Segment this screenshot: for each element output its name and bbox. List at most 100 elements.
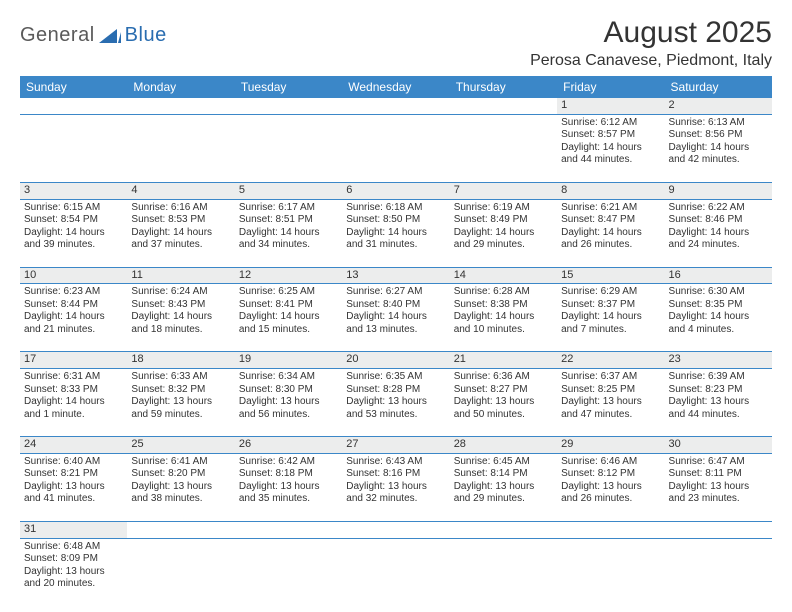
daylight-text: Daylight: 13 hours and 41 minutes.	[24, 481, 123, 506]
sunset-text: Sunset: 8:41 PM	[239, 299, 338, 312]
daylight-text: Daylight: 14 hours and 44 minutes.	[561, 142, 660, 167]
sunrise-text: Sunrise: 6:15 AM	[24, 202, 123, 215]
day-number-cell: 9	[665, 182, 772, 199]
sunset-text: Sunset: 8:33 PM	[24, 384, 123, 397]
weekday-header: Thursday	[450, 76, 557, 98]
day-detail-cell	[342, 114, 449, 182]
sunrise-text: Sunrise: 6:33 AM	[131, 371, 230, 384]
day-number-cell: 3	[20, 182, 127, 199]
sunrise-text: Sunrise: 6:17 AM	[239, 202, 338, 215]
logo-sail-icon	[99, 29, 121, 43]
sunrise-text: Sunrise: 6:43 AM	[346, 456, 445, 469]
sunset-text: Sunset: 8:21 PM	[24, 468, 123, 481]
day-number-cell	[557, 521, 664, 538]
daylight-text: Daylight: 14 hours and 34 minutes.	[239, 227, 338, 252]
day-number-cell: 25	[127, 437, 234, 454]
sunset-text: Sunset: 8:11 PM	[669, 468, 768, 481]
sunrise-text: Sunrise: 6:12 AM	[561, 117, 660, 130]
sunset-text: Sunset: 8:30 PM	[239, 384, 338, 397]
day-number-cell: 24	[20, 437, 127, 454]
sunset-text: Sunset: 8:32 PM	[131, 384, 230, 397]
daylight-text: Daylight: 14 hours and 21 minutes.	[24, 311, 123, 336]
day-detail-cell: Sunrise: 6:24 AMSunset: 8:43 PMDaylight:…	[127, 284, 234, 352]
day-detail-cell: Sunrise: 6:27 AMSunset: 8:40 PMDaylight:…	[342, 284, 449, 352]
daylight-text: Daylight: 13 hours and 44 minutes.	[669, 396, 768, 421]
day-detail-cell: Sunrise: 6:41 AMSunset: 8:20 PMDaylight:…	[127, 453, 234, 521]
day-detail-cell: Sunrise: 6:37 AMSunset: 8:25 PMDaylight:…	[557, 369, 664, 437]
sunset-text: Sunset: 8:09 PM	[24, 553, 123, 566]
sunrise-text: Sunrise: 6:28 AM	[454, 286, 553, 299]
sunset-text: Sunset: 8:16 PM	[346, 468, 445, 481]
day-detail-cell	[557, 538, 664, 606]
sunset-text: Sunset: 8:25 PM	[561, 384, 660, 397]
day-detail-cell: Sunrise: 6:48 AMSunset: 8:09 PMDaylight:…	[20, 538, 127, 606]
sunset-text: Sunset: 8:27 PM	[454, 384, 553, 397]
location-subtitle: Perosa Canavese, Piedmont, Italy	[530, 52, 772, 70]
sunrise-text: Sunrise: 6:41 AM	[131, 456, 230, 469]
daynum-row: 10111213141516	[20, 267, 772, 284]
sunset-text: Sunset: 8:37 PM	[561, 299, 660, 312]
page-header: General Blue August 2025 Perosa Canavese…	[20, 16, 772, 70]
day-number-cell	[450, 98, 557, 114]
daylight-text: Daylight: 14 hours and 7 minutes.	[561, 311, 660, 336]
day-number-cell	[20, 98, 127, 114]
day-number-cell	[127, 98, 234, 114]
daylight-text: Daylight: 14 hours and 18 minutes.	[131, 311, 230, 336]
daynum-row: 24252627282930	[20, 437, 772, 454]
sunset-text: Sunset: 8:56 PM	[669, 129, 768, 142]
weekday-header: Tuesday	[235, 76, 342, 98]
day-number-cell: 6	[342, 182, 449, 199]
day-detail-cell: Sunrise: 6:19 AMSunset: 8:49 PMDaylight:…	[450, 199, 557, 267]
day-number-cell: 16	[665, 267, 772, 284]
daynum-row: 12	[20, 98, 772, 114]
sunrise-text: Sunrise: 6:30 AM	[669, 286, 768, 299]
day-detail-cell: Sunrise: 6:31 AMSunset: 8:33 PMDaylight:…	[20, 369, 127, 437]
weekday-header: Wednesday	[342, 76, 449, 98]
daylight-text: Daylight: 13 hours and 35 minutes.	[239, 481, 338, 506]
day-number-cell: 12	[235, 267, 342, 284]
day-number-cell: 17	[20, 352, 127, 369]
sunset-text: Sunset: 8:46 PM	[669, 214, 768, 227]
daylight-text: Daylight: 13 hours and 53 minutes.	[346, 396, 445, 421]
sunset-text: Sunset: 8:40 PM	[346, 299, 445, 312]
day-detail-cell	[665, 538, 772, 606]
detail-row: Sunrise: 6:15 AMSunset: 8:54 PMDaylight:…	[20, 199, 772, 267]
weekday-header: Monday	[127, 76, 234, 98]
sunrise-text: Sunrise: 6:42 AM	[239, 456, 338, 469]
day-detail-cell: Sunrise: 6:34 AMSunset: 8:30 PMDaylight:…	[235, 369, 342, 437]
day-number-cell: 21	[450, 352, 557, 369]
calendar-body: 12Sunrise: 6:12 AMSunset: 8:57 PMDayligh…	[20, 98, 772, 606]
sunset-text: Sunset: 8:50 PM	[346, 214, 445, 227]
day-number-cell: 30	[665, 437, 772, 454]
sunrise-text: Sunrise: 6:22 AM	[669, 202, 768, 215]
daylight-text: Daylight: 13 hours and 29 minutes.	[454, 481, 553, 506]
sunrise-text: Sunrise: 6:19 AM	[454, 202, 553, 215]
day-number-cell	[342, 98, 449, 114]
day-detail-cell: Sunrise: 6:30 AMSunset: 8:35 PMDaylight:…	[665, 284, 772, 352]
day-number-cell: 1	[557, 98, 664, 114]
daylight-text: Daylight: 14 hours and 13 minutes.	[346, 311, 445, 336]
day-detail-cell	[450, 114, 557, 182]
month-title: August 2025	[530, 16, 772, 50]
day-number-cell: 31	[20, 521, 127, 538]
daylight-text: Daylight: 13 hours and 47 minutes.	[561, 396, 660, 421]
detail-row: Sunrise: 6:31 AMSunset: 8:33 PMDaylight:…	[20, 369, 772, 437]
daylight-text: Daylight: 13 hours and 26 minutes.	[561, 481, 660, 506]
weekday-header: Saturday	[665, 76, 772, 98]
day-detail-cell	[20, 114, 127, 182]
sunset-text: Sunset: 8:23 PM	[669, 384, 768, 397]
day-number-cell: 2	[665, 98, 772, 114]
sunrise-text: Sunrise: 6:13 AM	[669, 117, 768, 130]
sunrise-text: Sunrise: 6:46 AM	[561, 456, 660, 469]
sunset-text: Sunset: 8:28 PM	[346, 384, 445, 397]
daylight-text: Daylight: 13 hours and 32 minutes.	[346, 481, 445, 506]
day-detail-cell: Sunrise: 6:25 AMSunset: 8:41 PMDaylight:…	[235, 284, 342, 352]
day-detail-cell: Sunrise: 6:23 AMSunset: 8:44 PMDaylight:…	[20, 284, 127, 352]
day-number-cell	[235, 521, 342, 538]
sunrise-text: Sunrise: 6:23 AM	[24, 286, 123, 299]
day-detail-cell: Sunrise: 6:33 AMSunset: 8:32 PMDaylight:…	[127, 369, 234, 437]
detail-row: Sunrise: 6:40 AMSunset: 8:21 PMDaylight:…	[20, 453, 772, 521]
day-detail-cell: Sunrise: 6:39 AMSunset: 8:23 PMDaylight:…	[665, 369, 772, 437]
sunset-text: Sunset: 8:49 PM	[454, 214, 553, 227]
day-detail-cell	[235, 538, 342, 606]
